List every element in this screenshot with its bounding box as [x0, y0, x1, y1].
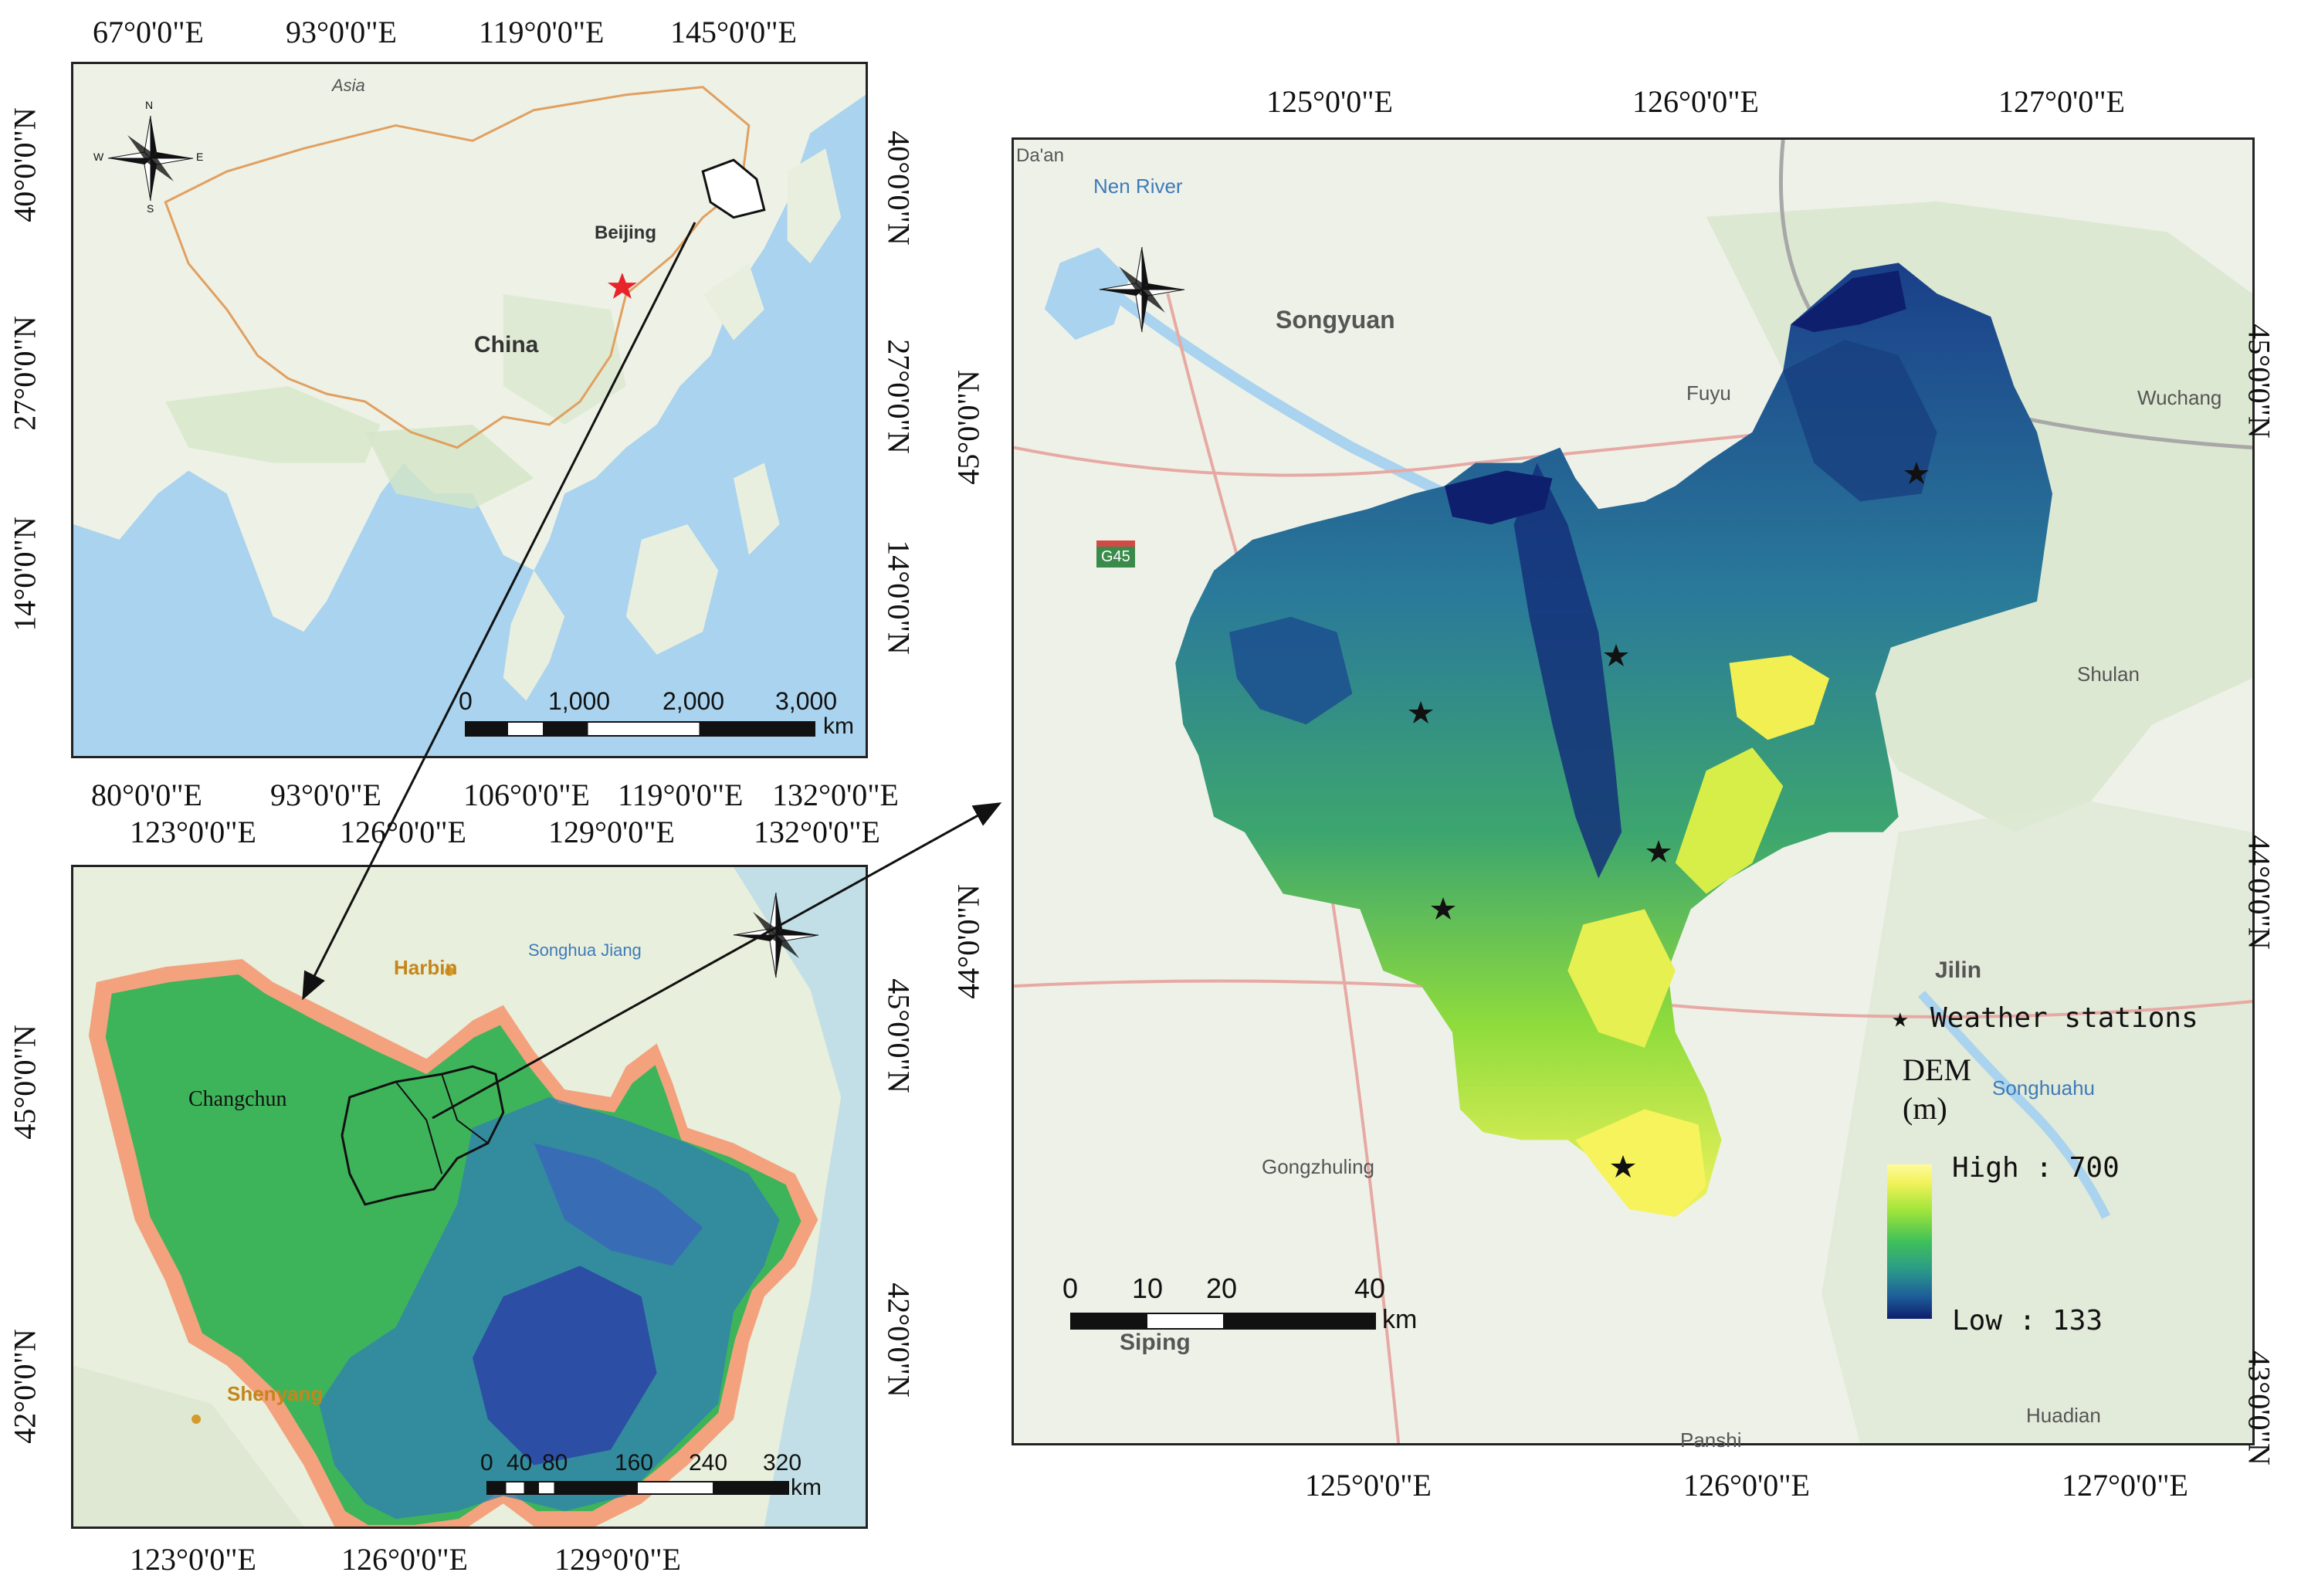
bl-scale-160: 160 — [615, 1450, 654, 1476]
tl-bottom-tick-3: 106°0'0"E — [463, 778, 590, 812]
label-harbin: Harbin — [394, 956, 458, 979]
tl-scale-0: 0 — [459, 687, 473, 715]
study-area-dem-map — [1012, 137, 2255, 1445]
tl-top-tick-2: 93°0'0"E — [286, 15, 397, 49]
bl-scale-240: 240 — [689, 1450, 728, 1476]
r-top-tick-1: 125°0'0"E — [1266, 84, 1393, 119]
weather-station-icon — [1646, 840, 1671, 862]
legend-weather-stations: Weather stations — [1930, 1002, 2198, 1034]
label-g45: G45 — [1096, 540, 1135, 568]
r-bottom-tick-1: 125°0'0"E — [1305, 1468, 1432, 1503]
bl-top-tick-2: 126°0'0"E — [340, 815, 466, 849]
label-nen-river: Nen River — [1093, 175, 1183, 198]
label-wuchang: Wuchang — [2137, 386, 2222, 409]
north-arrow-icon — [1099, 246, 1185, 333]
tl-scale-3000: 3,000 — [775, 687, 838, 715]
label-daan: Da'an — [1016, 145, 1064, 166]
r-bottom-tick-3: 127°0'0"E — [2062, 1468, 2188, 1503]
compass-w: W — [93, 151, 104, 163]
weather-station-icon — [1431, 897, 1456, 920]
r-scale-bar — [1070, 1313, 1376, 1330]
jilin-basemap — [73, 867, 866, 1527]
arrow-province-to-study-area — [432, 802, 1002, 1120]
weather-station-icon — [1611, 1155, 1635, 1178]
weather-station-icon — [1604, 644, 1628, 666]
label-fuyu: Fuyu — [1686, 381, 1731, 405]
tl-bottom-tick-2: 93°0'0"E — [270, 778, 381, 812]
label-panshi: Panshi — [1680, 1428, 1742, 1452]
bl-scale-40: 40 — [507, 1450, 533, 1476]
bl-scale-unit: km — [791, 1475, 822, 1500]
r-top-tick-2: 126°0'0"E — [1632, 84, 1759, 119]
bl-top-tick-3: 129°0'0"E — [548, 815, 675, 849]
dem-basemap — [1014, 140, 2252, 1443]
dem-color-ramp — [1887, 1164, 1932, 1319]
compass-n: N — [145, 99, 154, 111]
label-beijing: Beijing — [595, 222, 657, 243]
north-arrow-icon — [733, 892, 819, 978]
tl-bottom-tick-1: 80°0'0"E — [91, 778, 202, 812]
r-scale-10: 10 — [1132, 1272, 1164, 1304]
r-top-tick-3: 127°0'0"E — [1998, 84, 2125, 119]
label-songhua-jiang: Songhua Jiang — [528, 940, 642, 960]
tl-top-tick-4: 145°0'0"E — [670, 15, 797, 49]
label-shenyang: Shenyang — [227, 1382, 324, 1405]
label-huadian: Huadian — [2026, 1404, 2101, 1427]
label-songhuahu: Songhuahu — [1992, 1076, 2096, 1100]
tl-scale-bar — [465, 721, 815, 737]
weather-station-icon — [1408, 701, 1433, 723]
bl-scale-80: 80 — [542, 1450, 568, 1476]
tl-scale-1000: 1,000 — [548, 687, 611, 715]
tl-scale-2000: 2,000 — [663, 687, 725, 715]
label-jilin: Jilin — [1935, 957, 1982, 983]
legend-dem-title: DEM — [1903, 1052, 1971, 1087]
north-arrow-icon — [107, 115, 194, 202]
bl-top-tick-1: 123°0'0"E — [130, 815, 256, 849]
bl-bottom-tick-3: 129°0'0"E — [554, 1542, 681, 1577]
bl-scale-bar — [486, 1481, 789, 1495]
bl-top-tick-4: 132°0'0"E — [754, 815, 880, 849]
bl-bottom-tick-2: 126°0'0"E — [341, 1542, 468, 1577]
weather-station-icon — [1904, 462, 1929, 484]
label-gongzhuling: Gongzhuling — [1262, 1155, 1374, 1178]
bl-bottom-tick-1: 123°0'0"E — [130, 1542, 256, 1577]
r-scale-0: 0 — [1062, 1272, 1079, 1304]
arrow-overview-to-province — [302, 222, 696, 1001]
label-asia: Asia — [332, 76, 365, 95]
label-songyuan: Songyuan — [1276, 306, 1395, 334]
legend-dem-unit: (m) — [1903, 1091, 1947, 1126]
asia-basemap — [73, 64, 866, 756]
label-changchun: Changchun — [188, 1087, 287, 1111]
label-shulan: Shulan — [2077, 662, 2140, 686]
compass-s: S — [147, 202, 154, 215]
tl-top-tick-3: 119°0'0"E — [479, 15, 605, 49]
bl-scale-320: 320 — [763, 1450, 802, 1476]
legend-dem-high: High : 700 — [1952, 1152, 2120, 1184]
tl-top-tick-1: 67°0'0"E — [93, 15, 204, 49]
legend-dem-low: Low : 133 — [1952, 1305, 2103, 1337]
r-scale-40: 40 — [1354, 1272, 1386, 1304]
overview-map-asia — [71, 62, 868, 758]
bl-scale-0: 0 — [480, 1450, 493, 1476]
weather-station-markers — [1408, 462, 1929, 1178]
regional-map-jilin — [71, 865, 868, 1529]
r-bottom-tick-2: 126°0'0"E — [1683, 1468, 1810, 1503]
r-scale-20: 20 — [1206, 1272, 1238, 1304]
label-china: China — [474, 332, 539, 357]
tl-bottom-tick-5: 132°0'0"E — [772, 778, 899, 812]
compass-e: E — [196, 151, 204, 163]
legend-station-marker: ★ — [1892, 1002, 1909, 1034]
tl-scale-unit: km — [823, 713, 854, 739]
tl-bottom-tick-4: 119°0'0"E — [618, 778, 744, 812]
r-scale-unit: km — [1382, 1305, 1418, 1334]
label-siping: Siping — [1120, 1330, 1191, 1355]
